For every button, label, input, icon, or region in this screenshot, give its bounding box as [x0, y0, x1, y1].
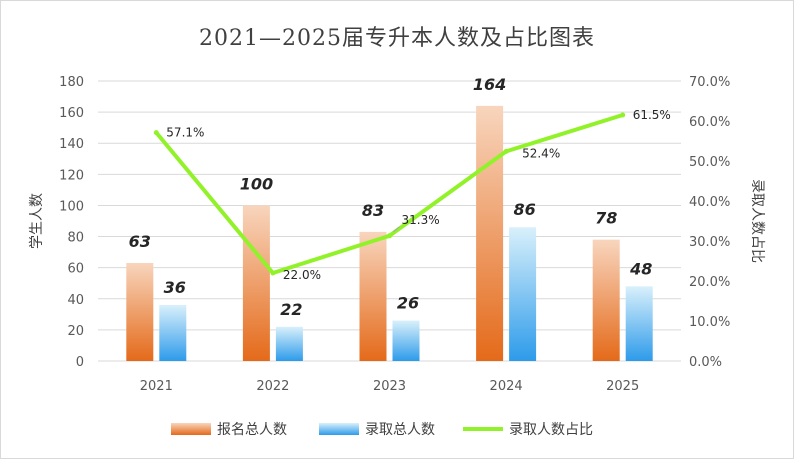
bar-apply-2021 — [126, 263, 154, 361]
legend-apply-swatch — [171, 423, 211, 435]
bar-admit-2023 — [392, 320, 420, 361]
y-tick-label: 100 — [59, 199, 84, 214]
bar-admit-2024 — [509, 227, 537, 361]
ratio-point-2024 — [503, 148, 509, 154]
apply-value-label: 100 — [240, 174, 273, 193]
legend-admit-swatch — [319, 423, 359, 435]
y-tick-label: 20 — [67, 324, 84, 339]
ratio-point-2023 — [387, 233, 392, 239]
y-tick-label: 40 — [67, 293, 84, 308]
chart-title: 2021—2025届专升本人数及占比图表 — [199, 26, 595, 51]
y2-axis-ticks: 0.0% 10.0% 20.0% 30.0% 40.0% 50.0% 60.0% 70.0% — [689, 75, 730, 370]
y-tick-label: 80 — [67, 231, 84, 246]
bar-admit-2025 — [625, 286, 653, 361]
y2-tick-label: 50.0% — [689, 155, 730, 170]
legend-ratio-label: 录取人数占比 — [509, 422, 593, 438]
y2-tick-label: 0.0% — [689, 355, 722, 370]
ratio-value-label: 31.3% — [402, 213, 440, 227]
y2-tick-label: 30.0% — [689, 235, 730, 250]
x-axis-ticks: 2021 2022 2023 2024 2025 — [140, 379, 639, 394]
x-tick-label: 2024 — [490, 379, 523, 394]
legend-apply: 报名总人数 — [171, 422, 287, 438]
y-tick-label: 160 — [59, 106, 84, 121]
x-tick-label: 2023 — [373, 379, 406, 394]
legend-ratio: 录取人数占比 — [463, 422, 593, 438]
ratio-label-leader — [393, 226, 400, 233]
legend-apply-label: 报名总人数 — [217, 422, 287, 438]
y2-tick-label: 10.0% — [689, 315, 730, 330]
bar-apply-2024 — [476, 105, 504, 361]
ratio-value-label: 57.1% — [166, 126, 204, 140]
admit-value-label: 86 — [513, 200, 535, 219]
admit-value-label: 36 — [164, 278, 186, 297]
bar-admit-2022 — [275, 326, 303, 361]
y-tick-label: 180 — [59, 75, 84, 90]
bar-apply-2023 — [359, 231, 387, 361]
legend: 报名总人数 录取总人数 录取人数占比 — [171, 422, 593, 438]
y-tick-label: 0 — [76, 355, 84, 370]
data-labels: 63 36 100 22 83 26 164 86 78 48 57.1% 22.0% 31.3% 52.… — [129, 75, 671, 319]
ratio-line-path — [154, 113, 625, 275]
apply-value-label: 63 — [129, 232, 151, 251]
ratio-point-2025 — [620, 112, 626, 118]
x-tick-label: 2022 — [256, 379, 289, 394]
y2-tick-label: 60.0% — [689, 115, 730, 130]
apply-value-label: 164 — [473, 75, 506, 94]
y-axis-ticks: 0 20 40 60 80 100 120 140 160 180 — [59, 75, 84, 370]
admit-value-label: 48 — [629, 259, 652, 278]
ratio-line — [153, 112, 626, 276]
bars — [126, 105, 653, 361]
y-tick-label: 140 — [59, 137, 84, 152]
ratio-value-label: 52.4% — [522, 146, 560, 160]
apply-value-label: 78 — [595, 209, 617, 228]
y-tick-label: 60 — [67, 262, 84, 277]
ratio-value-label: 61.5% — [633, 108, 671, 122]
bar-admit-2021 — [159, 305, 187, 361]
x-tick-label: 2025 — [606, 379, 639, 394]
y-tick-label: 120 — [59, 168, 84, 183]
y2-tick-label: 40.0% — [689, 195, 730, 210]
admit-value-label: 26 — [397, 294, 419, 313]
bar-apply-2022 — [242, 205, 270, 361]
x-tick-label: 2021 — [140, 379, 173, 394]
ratio-point-2021 — [153, 130, 159, 136]
bar-apply-2025 — [592, 239, 620, 361]
y2-tick-label: 20.0% — [689, 275, 730, 290]
apply-value-label: 83 — [362, 201, 384, 220]
y2-tick-label: 70.0% — [689, 75, 730, 90]
ratio-point-2022 — [270, 270, 276, 276]
legend-admit-label: 录取总人数 — [365, 422, 435, 438]
y-axis-title: 学生人数 — [29, 193, 45, 249]
legend-admit: 录取总人数 — [319, 422, 435, 438]
ratio-value-label: 22.0% — [283, 268, 321, 282]
admit-value-label: 22 — [280, 300, 302, 319]
y2-axis-title: 录取人数占比 — [749, 179, 765, 263]
